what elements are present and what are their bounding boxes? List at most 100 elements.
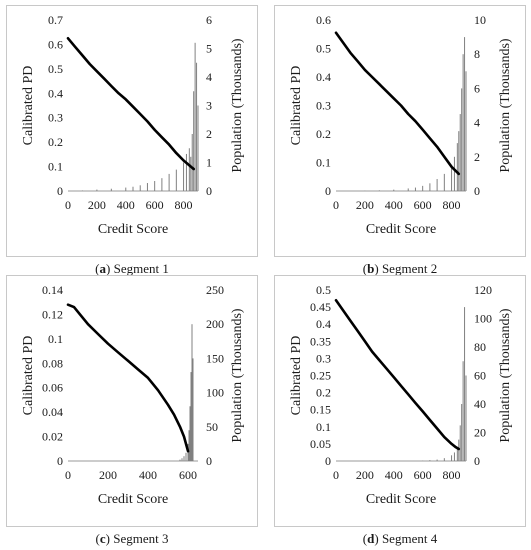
y2-axis-title: Population (Thousands) (230, 308, 245, 442)
caption-letter: a (99, 261, 107, 276)
x-tick-label: 600 (414, 468, 432, 482)
y2-tick-label: 120 (474, 283, 492, 297)
y2-tick-label: 20 (474, 426, 486, 440)
chart-panel-c: 0 0.02 0.04 0.06 0.08 0.1 0.12 0.14 0 50 100 150 200… (6, 275, 258, 550)
population-bar (194, 42, 196, 191)
pd-line (334, 31, 461, 176)
y-tick-label: 0.6 (48, 37, 63, 51)
population-bar (429, 460, 431, 461)
population-bar (407, 188, 409, 191)
y-tick-label: 0.25 (310, 369, 331, 383)
chart-frame (274, 5, 526, 257)
population-bar (456, 446, 458, 461)
y-tick-label: 0.2 (48, 135, 63, 149)
y-tick-label: 0.1 (316, 420, 331, 434)
chart-panel-a: 0 0.1 0.2 0.3 0.4 0.5 0.6 0.7 0 1 2 3 4 5 6 0 200 400 600 8… (6, 5, 258, 280)
population-bar (125, 187, 127, 191)
chart-svg: 0 0.05 0.1 0.15 0.2 0.25 0.3 0.35 0.4 0.45 0.5 0 20 4… (289, 283, 513, 507)
y2-tick-label: 8 (474, 47, 480, 61)
x-tick-label: 200 (356, 198, 374, 212)
pd-line (334, 298, 461, 451)
chart-caption: (a) Segment 1 (95, 261, 169, 276)
y-tick-label: 0.4 (316, 70, 331, 84)
population-bar (185, 452, 187, 461)
chart-frame (6, 5, 258, 257)
chart-panel-b: 0 0.1 0.2 0.3 0.4 0.5 0.6 0 2 4 6 8 10 0 200 400 600 800 C… (274, 5, 526, 280)
y-tick-label: 0.5 (316, 42, 331, 56)
population-bar (154, 181, 156, 191)
y2-tick-label: 5 (206, 42, 212, 56)
population-bar (453, 452, 455, 461)
y2-tick-label: 6 (206, 13, 212, 27)
population-bar (190, 156, 192, 191)
population-bar (414, 187, 416, 191)
y-tick-label: 0.3 (316, 99, 331, 113)
population-bar (436, 179, 438, 191)
population-bar (197, 105, 199, 191)
population-bar (183, 162, 185, 191)
y2-axis-title: Population (Thousands) (498, 308, 513, 442)
population-bar (443, 458, 445, 461)
y-tick-label: 0.35 (310, 334, 331, 348)
x-tick-label: 800 (443, 198, 461, 212)
population-bar (462, 54, 464, 192)
population-bar (464, 307, 466, 461)
x-tick-label: 400 (385, 468, 403, 482)
y-tick-label: 0.04 (42, 405, 63, 419)
y-tick-label: 0.05 (310, 437, 331, 451)
x-tick-label: 600 (146, 198, 164, 212)
x-tick-label: 400 (139, 468, 157, 482)
population-bar (393, 189, 395, 191)
y2-axis-title: Population (Thousands) (230, 38, 245, 172)
population-bar (188, 148, 190, 191)
population-bar (179, 459, 181, 461)
y2-axis-title: Population (Thousands) (498, 38, 513, 172)
caption-letter: c (99, 531, 106, 546)
population-bar (183, 456, 185, 461)
y2-tick-label: 0 (206, 184, 212, 198)
y-tick-label: 0.45 (310, 300, 331, 314)
chart-svg: 0 0.1 0.2 0.3 0.4 0.5 0.6 0 2 4 6 8 10 0 200 400 600 800 C… (289, 13, 513, 237)
y-tick-label: 0.4 (316, 317, 331, 331)
y-tick-label: 0.5 (48, 62, 63, 76)
caption-text: Segment 3 (113, 531, 169, 546)
y2-tick-label: 0 (206, 454, 212, 468)
y-tick-label: 0.1 (316, 156, 331, 170)
population-bar (453, 156, 455, 191)
population-bar (139, 185, 141, 191)
y-tick-label: 0 (57, 454, 63, 468)
population-bar (168, 173, 170, 191)
x-tick-label: 400 (385, 198, 403, 212)
y-tick-label: 0.15 (310, 403, 331, 417)
x-tick-label: 800 (175, 198, 193, 212)
x-tick-label: 600 (414, 198, 432, 212)
y2-tick-label: 3 (206, 99, 212, 113)
population-bar (191, 134, 193, 191)
y-tick-label: 0.06 (42, 381, 63, 395)
x-tick-label: 200 (88, 198, 106, 212)
y-tick-label: 0 (325, 454, 331, 468)
population-bar (192, 358, 194, 461)
y-axis-title: Calibrated PD (289, 336, 304, 416)
x-tick-label: 400 (117, 198, 135, 212)
y-tick-label: 0.2 (316, 127, 331, 141)
population-bar (459, 114, 461, 191)
population-bar (110, 188, 112, 191)
y2-tick-label: 1 (206, 156, 212, 170)
x-tick-label: 800 (443, 468, 461, 482)
y-tick-label: 0.4 (48, 86, 63, 100)
population-bar (436, 459, 438, 461)
population-bar (196, 62, 198, 191)
population-bar (193, 91, 195, 191)
x-axis-title: Credit Score (366, 492, 436, 507)
population-bar (443, 173, 445, 191)
chart-svg: 0 0.02 0.04 0.06 0.08 0.1 0.12 0.14 0 50 100 150 200… (21, 283, 245, 507)
population-bar (191, 324, 193, 461)
caption-letter: d (367, 531, 375, 546)
population-bar (181, 458, 183, 461)
population-bar (146, 183, 148, 191)
population-bar (81, 190, 83, 191)
chart-frame (6, 275, 258, 527)
population-bar (461, 404, 463, 461)
y-tick-label: 0.1 (48, 332, 63, 346)
